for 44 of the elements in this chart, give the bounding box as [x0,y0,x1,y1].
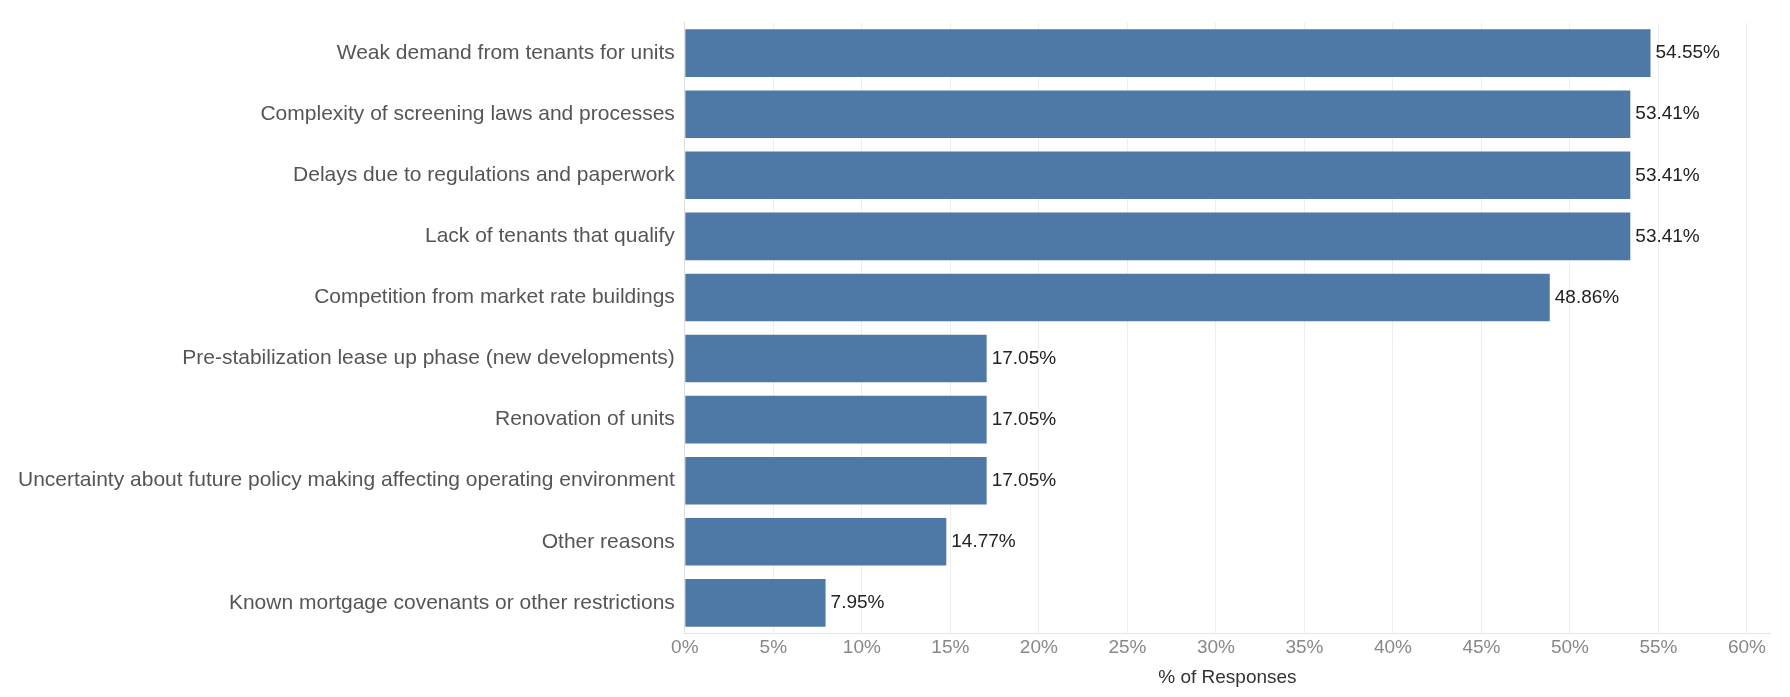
bar [685,151,1631,200]
x-tick-label: 15% [931,636,970,658]
y-tick-label: Known mortgage covenants or other restrictions [228,589,675,613]
x-tick-label: 20% [1019,636,1058,658]
bar [685,273,1550,322]
x-tick-label: 45% [1462,636,1501,658]
x-tick-label: 10% [842,636,881,658]
data-label: 7.95% [830,591,885,613]
y-tick-label: Other reasons [541,528,675,552]
y-tick-label: Uncertainty about future policy making affecting operating environment [18,467,675,491]
y-tick-label: Complexity of screening laws and processes [260,101,675,125]
data-label: 53.41% [1635,224,1700,246]
y-tick-label: Competition from market rate buildings [314,284,675,308]
data-label: 17.05% [991,407,1057,429]
x-tick-label: 55% [1639,636,1678,658]
data-label: 53.41% [1635,102,1700,124]
x-tick-label: 35% [1285,636,1324,658]
data-label: 48.86% [1554,285,1620,307]
bar [685,456,987,505]
x-tick-label: 50% [1550,636,1590,658]
bar [685,29,1651,77]
bar [685,212,1631,261]
y-tick-label: Delays due to regulations and paperwork [293,162,676,186]
bar [685,579,826,627]
x-tick-label: 25% [1108,636,1147,658]
data-label: 17.05% [991,468,1057,490]
x-tick-label: 30% [1196,636,1236,658]
y-tick-label: Weak demand from tenants for units [336,39,675,63]
x-tick-label: 40% [1373,636,1413,658]
x-tick-label: 5% [759,636,788,658]
data-label: 17.05% [991,346,1057,368]
y-tick-label: Pre-stabilization lease up phase (new developments) [182,345,675,369]
data-label: 54.55% [1655,41,1721,63]
x-tick-label: 0% [671,636,699,658]
y-tick-label: Renovation of units [495,406,675,430]
x-tick-label: 60% [1727,636,1767,658]
bar [685,90,1631,139]
y-tick-label: Lack of tenants that qualify [425,223,676,247]
data-label: 53.41% [1635,163,1700,185]
data-label: 14.77% [951,530,1016,552]
bar [685,517,947,566]
x-axis-title: % of Responses [1158,665,1297,687]
bar [685,395,987,444]
bar [685,334,987,383]
